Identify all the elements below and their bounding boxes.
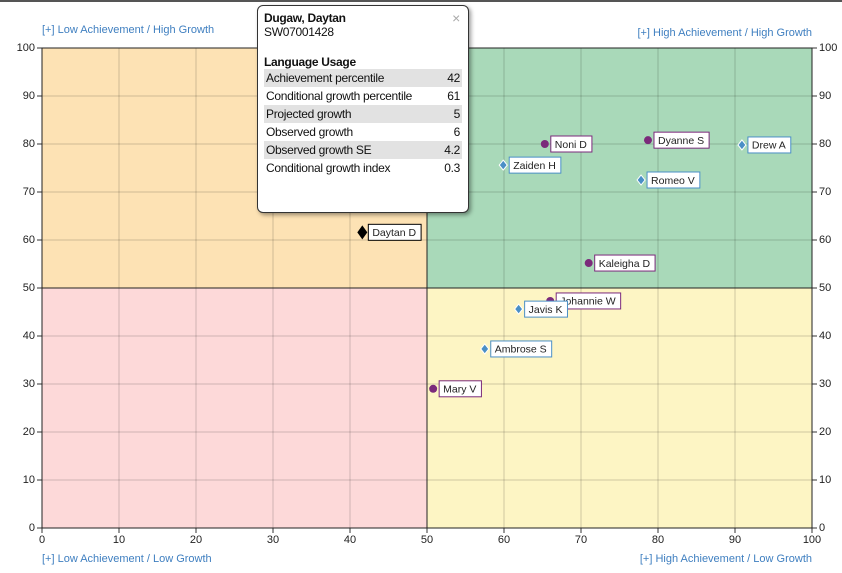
x-tick-label: 40 xyxy=(344,534,356,546)
point xyxy=(737,139,747,151)
point-label-box xyxy=(438,380,482,398)
point xyxy=(357,225,368,240)
point-label-box xyxy=(550,135,593,153)
y2-tick-label: 0 xyxy=(819,522,825,534)
y-tick-label: 20 xyxy=(23,426,35,438)
row-label: Observed growth SE xyxy=(266,143,372,157)
tooltip-id: SW07001428 xyxy=(264,25,334,39)
point-label-box xyxy=(594,254,656,272)
y-tick-label: 100 xyxy=(17,42,35,54)
x-tick-label: 90 xyxy=(729,534,741,546)
point xyxy=(480,343,490,355)
point-label: Noni D xyxy=(555,139,588,151)
y-tick-label: 90 xyxy=(23,90,35,102)
y2-tick-label: 100 xyxy=(819,42,837,54)
quadrant-label: [+] Low Achievement / High Growth xyxy=(42,24,214,36)
point-label-box xyxy=(490,340,553,358)
row-label: Observed growth xyxy=(266,125,353,139)
point xyxy=(643,136,652,145)
quadrant-top-right xyxy=(427,48,812,288)
point xyxy=(540,140,549,148)
point-label: Daytan D xyxy=(372,227,416,239)
quadrant-label: [+] Low Achievement / Low Growth xyxy=(42,553,212,565)
point-label-box xyxy=(646,171,701,189)
close-button[interactable]: × xyxy=(452,10,460,26)
x-tick-label: 100 xyxy=(803,534,821,546)
y-tick-label: 10 xyxy=(23,474,35,486)
tooltip-row: Projected growth 5 xyxy=(264,105,462,123)
y2-tick-label: 40 xyxy=(819,330,831,342)
y2-tick-label: 60 xyxy=(819,234,831,246)
tooltip-name: Dugaw, Daytan xyxy=(264,11,346,25)
x-tick-label: 80 xyxy=(652,534,664,546)
point-label: Ambrose S xyxy=(495,344,547,356)
y2-tick-label: 10 xyxy=(819,474,831,486)
x-tick-label: 10 xyxy=(113,534,125,546)
point-label: Dyanne S xyxy=(658,135,704,147)
point-label-box xyxy=(508,156,562,174)
y-tick-label: 40 xyxy=(23,330,35,342)
point-label: Mary V xyxy=(443,384,476,396)
tooltip-row: Conditional growth percentile 61 xyxy=(264,87,462,105)
y-tick-label: 70 xyxy=(23,186,35,198)
x-tick-label: 0 xyxy=(39,534,45,546)
tooltip-row: Conditional growth index 0.3 xyxy=(264,159,462,177)
tooltip-row: Observed growth SE 4.2 xyxy=(264,141,462,159)
point xyxy=(636,174,646,186)
point-label: Drew A xyxy=(752,140,786,152)
x-tick-label: 20 xyxy=(190,534,202,546)
point xyxy=(584,259,593,268)
row-value: 5 xyxy=(453,107,461,121)
quadrant-label: [+] High Achievement / High Growth xyxy=(637,27,812,39)
y-tick-label: 30 xyxy=(23,378,35,390)
row-value: 0.3 xyxy=(444,161,460,175)
quadrant-bottom-right xyxy=(427,288,812,528)
y2-tick-label: 20 xyxy=(819,426,831,438)
y2-tick-label: 30 xyxy=(819,378,831,390)
point xyxy=(513,303,524,315)
quadrant-bottom-left xyxy=(42,288,427,528)
row-label: Conditional growth percentile xyxy=(266,89,413,103)
x-tick-label: 30 xyxy=(267,534,279,546)
y2-tick-label: 80 xyxy=(819,138,831,150)
quadrant-label: [+] High Achievement / Low Growth xyxy=(640,553,812,565)
point-label: Romeo V xyxy=(651,175,695,187)
y2-tick-label: 50 xyxy=(819,282,831,294)
row-value: 42 xyxy=(447,71,460,85)
y-tick-label: 80 xyxy=(23,138,35,150)
tooltip-row: Achievement percentile 42 xyxy=(264,69,462,87)
point-label-box xyxy=(653,131,710,149)
row-label: Conditional growth index xyxy=(266,161,391,175)
tooltip-table: Achievement percentile 42 Conditional grow… xyxy=(264,69,462,177)
point-label-box xyxy=(747,136,792,154)
point-label: Kaleigha D xyxy=(599,258,651,270)
y2-tick-label: 90 xyxy=(819,90,831,102)
tooltip-row: Observed growth 6 xyxy=(264,123,462,141)
x-tick-label: 50 xyxy=(421,534,433,546)
point-label-box xyxy=(367,223,422,241)
point xyxy=(498,159,508,171)
point-label: Javis K xyxy=(529,304,563,316)
x-tick-label: 70 xyxy=(575,534,587,546)
row-value: 4.2 xyxy=(444,143,460,157)
y-tick-label: 50 xyxy=(23,282,35,294)
point xyxy=(429,384,438,393)
row-label: Projected growth xyxy=(266,107,352,121)
row-label: Achievement percentile xyxy=(266,71,385,85)
tooltip: Dugaw, Daytan × SW07001428 Language Usag… xyxy=(257,5,469,213)
y2-tick-label: 70 xyxy=(819,186,831,198)
point-label-box xyxy=(524,300,568,318)
y-tick-label: 0 xyxy=(29,522,35,534)
row-value: 6 xyxy=(453,125,461,139)
x-tick-label: 60 xyxy=(498,534,510,546)
y-tick-label: 60 xyxy=(23,234,35,246)
point-label: Zaiden H xyxy=(513,160,556,172)
point-label: Johannie W xyxy=(560,296,616,308)
tooltip-subject: Language Usage xyxy=(264,55,356,69)
row-value: 61 xyxy=(447,89,460,103)
